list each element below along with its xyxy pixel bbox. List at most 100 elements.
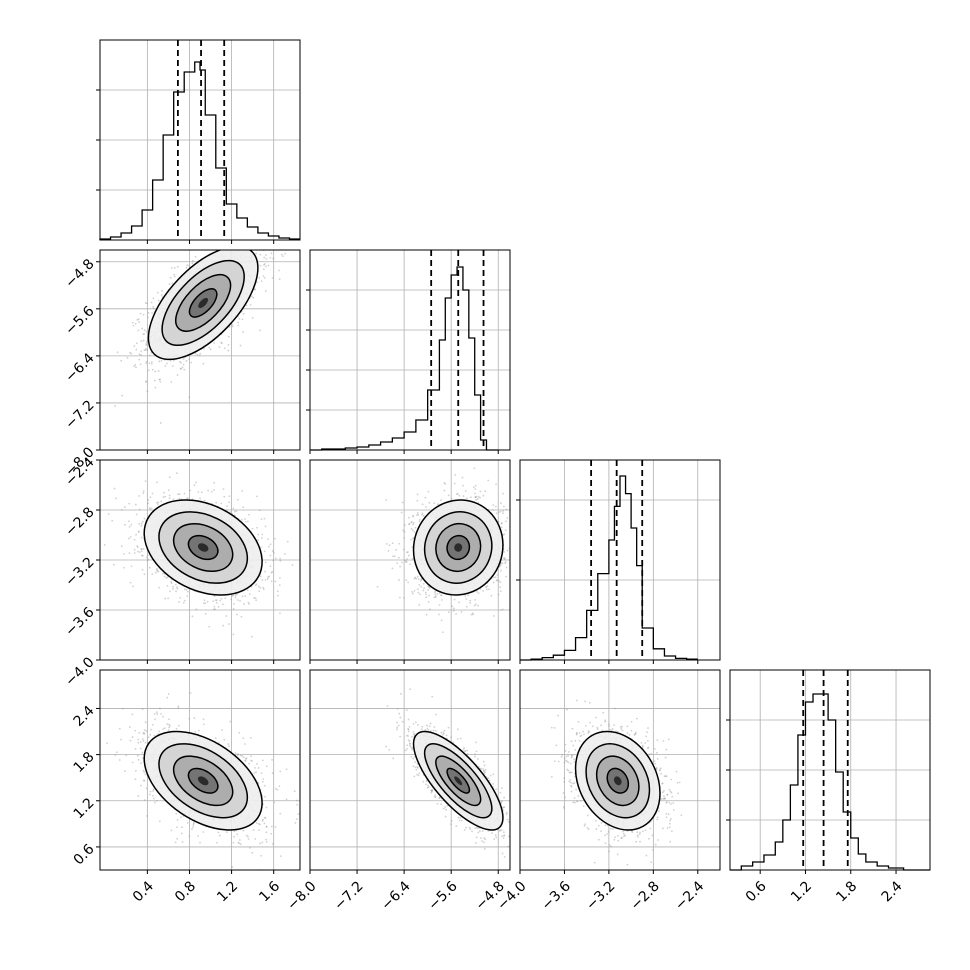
sample-point	[227, 233, 229, 235]
sample-point	[279, 612, 281, 615]
sample-point	[183, 492, 186, 495]
sample-point	[506, 516, 509, 519]
sample-point	[147, 498, 150, 501]
sample-point	[228, 325, 231, 328]
sample-point	[167, 597, 170, 600]
sample-point	[499, 510, 502, 513]
sample-point	[206, 600, 209, 603]
sample-point	[137, 550, 139, 553]
sample-point	[421, 512, 424, 515]
sample-point	[258, 276, 261, 279]
sample-point	[276, 590, 279, 593]
sample-point	[217, 605, 220, 608]
sample-point	[133, 538, 136, 541]
sample-point	[138, 495, 141, 497]
sample-point	[144, 347, 147, 350]
sample-point	[251, 317, 254, 319]
sample-point	[404, 559, 407, 562]
histogram-panel-0	[96, 39, 301, 241]
sample-point	[185, 359, 188, 362]
sample-point	[406, 558, 408, 560]
sample-point	[146, 348, 149, 351]
sample-point	[475, 498, 477, 501]
sample-point	[214, 599, 217, 602]
sample-point	[242, 247, 244, 249]
sample-point	[474, 496, 477, 499]
sample-point	[263, 517, 266, 520]
sample-point	[147, 369, 150, 372]
sample-point	[141, 568, 144, 571]
sample-point	[428, 586, 431, 589]
sample-point	[178, 497, 181, 500]
sample-point	[411, 592, 414, 595]
sample-point	[139, 363, 142, 366]
sample-point	[262, 275, 265, 277]
sample-point	[176, 374, 179, 376]
sample-point	[200, 491, 203, 494]
sample-point	[264, 525, 267, 528]
sample-point	[251, 295, 253, 298]
sample-point	[114, 497, 117, 500]
sample-point	[137, 329, 140, 332]
sample-point	[246, 589, 249, 592]
sample-point	[434, 593, 437, 596]
sample-point	[154, 571, 157, 574]
sample-point	[434, 596, 437, 598]
sample-point	[462, 495, 465, 497]
sample-point	[280, 253, 283, 256]
sample-point	[134, 322, 137, 325]
sample-point	[503, 557, 506, 559]
sample-point	[227, 335, 230, 338]
sample-point	[173, 275, 176, 278]
sample-point	[413, 530, 416, 533]
sample-point	[263, 276, 266, 279]
sample-point	[190, 361, 193, 364]
sample-point	[476, 590, 479, 593]
sample-point	[193, 484, 196, 486]
sample-point	[247, 246, 249, 248]
sample-point	[407, 581, 410, 584]
panel-content	[310, 460, 510, 660]
sample-point	[267, 243, 269, 245]
sample-point	[138, 551, 141, 554]
sample-point	[254, 288, 257, 291]
sample-point	[256, 526, 258, 529]
sample-point	[269, 543, 272, 546]
sample-point	[413, 577, 416, 580]
histogram-panel-1	[306, 249, 511, 451]
sample-point	[248, 603, 250, 605]
sample-point	[186, 497, 189, 500]
histogram-step-2	[520, 475, 698, 661]
sample-point	[144, 302, 147, 304]
sample-point	[427, 589, 429, 591]
sample-point	[133, 552, 136, 554]
sample-point	[497, 511, 500, 514]
sample-point	[182, 601, 185, 604]
sample-point	[174, 583, 177, 586]
sample-point	[159, 380, 162, 383]
sample-point	[170, 582, 173, 585]
sample-point	[162, 572, 164, 575]
sample-point	[241, 245, 243, 247]
sample-point	[241, 318, 244, 321]
sample-point	[141, 554, 143, 557]
sample-point	[397, 556, 400, 559]
sample-point	[278, 278, 281, 281]
sample-point	[232, 226, 234, 228]
sample-point	[176, 586, 178, 589]
sample-point	[148, 354, 151, 357]
sample-point	[263, 264, 265, 266]
sample-point	[477, 604, 479, 607]
sample-point	[271, 570, 274, 573]
sample-point	[209, 348, 212, 351]
sample-point	[271, 277, 274, 279]
sample-point	[197, 491, 200, 493]
sample-point	[495, 579, 498, 582]
sample-point	[214, 608, 216, 611]
scatter-panel-2-0	[99, 459, 301, 661]
histogram-panel-2	[516, 459, 721, 661]
sample-point	[416, 499, 419, 502]
sample-point	[443, 481, 446, 484]
sample-point	[415, 577, 418, 580]
sample-point	[171, 282, 174, 285]
